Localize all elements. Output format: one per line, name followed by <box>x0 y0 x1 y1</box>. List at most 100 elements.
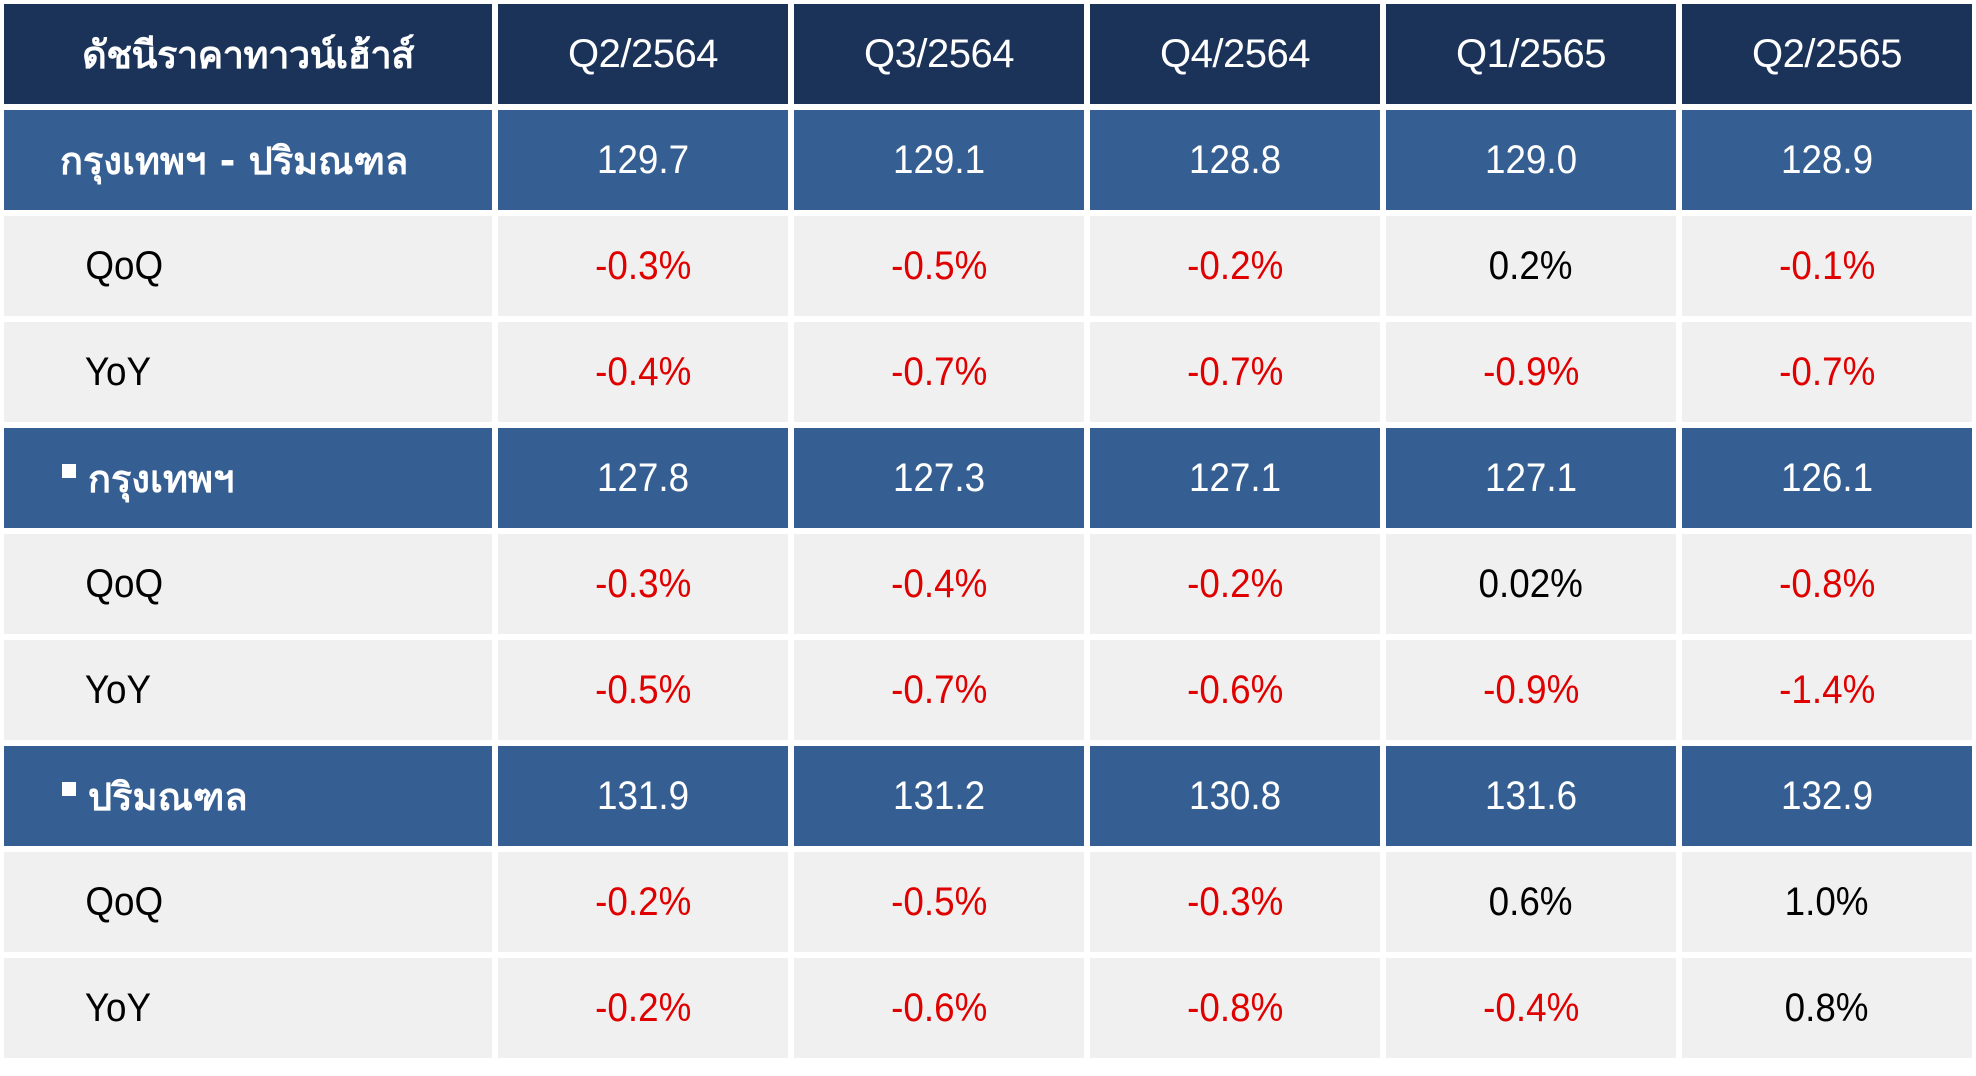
qoq-row: QoQ -0.3% -0.4% -0.2% 0.02% -0.8% <box>4 534 1972 634</box>
yoy-value-cell: -0.5% <box>498 640 788 740</box>
index-value: 129.1 <box>892 137 986 182</box>
index-value-cell: 129.7 <box>498 110 788 210</box>
yoy-value-cell: -0.7% <box>794 322 1084 422</box>
yoy-value-cell: -1.4% <box>1682 640 1972 740</box>
header-period: Q3/2564 <box>794 4 1084 104</box>
qoq-value: 1.0% <box>1785 879 1869 924</box>
header-period: Q1/2565 <box>1386 4 1676 104</box>
header-row: ดัชนีราคาทาวน์เฮ้าส์ Q2/2564 Q3/2564 Q4/… <box>4 4 1972 104</box>
qoq-value-cell: 0.6% <box>1386 852 1676 952</box>
group-row: ปริมณฑล 131.9 131.2 130.8 131.6 132.9 <box>4 746 1972 846</box>
qoq-value-cell: -0.4% <box>794 534 1084 634</box>
yoy-value-cell: -0.4% <box>498 322 788 422</box>
index-value: 129.0 <box>1484 137 1578 182</box>
yoy-value: -0.5% <box>594 667 692 712</box>
index-value-cell: 126.1 <box>1682 428 1972 528</box>
yoy-value-cell: -0.9% <box>1386 322 1676 422</box>
group-row: กรุงเทพฯ - ปริมณฑล 129.7 129.1 128.8 129.0 12… <box>4 110 1972 210</box>
yoy-value: 0.8% <box>1785 985 1869 1030</box>
qoq-value-cell: -0.2% <box>1090 216 1380 316</box>
qoq-value: 0.2% <box>1489 243 1573 288</box>
qoq-value: -0.1% <box>1778 243 1876 288</box>
yoy-value: -0.8% <box>1186 985 1284 1030</box>
qoq-value-cell: -0.3% <box>1090 852 1380 952</box>
index-value: 127.1 <box>1484 455 1578 500</box>
yoy-value-cell: -0.8% <box>1090 958 1380 1058</box>
yoy-value-cell: -0.7% <box>1090 322 1380 422</box>
index-value: 128.9 <box>1780 137 1874 182</box>
metric-label: QoQ <box>4 852 492 952</box>
yoy-value: -0.4% <box>594 349 692 394</box>
qoq-value: -0.2% <box>594 879 692 924</box>
group-label-text: กรุงเทพฯ <box>88 456 235 501</box>
qoq-row: QoQ -0.2% -0.5% -0.3% 0.6% 1.0% <box>4 852 1972 952</box>
yoy-value: -1.4% <box>1778 667 1876 712</box>
header-label: ดัชนีราคาทาวน์เฮ้าส์ <box>4 4 492 104</box>
qoq-value: -0.8% <box>1778 561 1876 606</box>
header-period: Q2/2564 <box>498 4 788 104</box>
index-value-cell: 131.2 <box>794 746 1084 846</box>
group-label: ปริมณฑล <box>4 746 492 846</box>
qoq-value: -0.5% <box>890 879 988 924</box>
qoq-value: 0.6% <box>1489 879 1573 924</box>
qoq-value-cell: -0.2% <box>1090 534 1380 634</box>
metric-label: YoY <box>4 322 492 422</box>
index-value-cell: 131.9 <box>498 746 788 846</box>
table-body: กรุงเทพฯ - ปริมณฑล 129.7 129.1 128.8 129.0 12… <box>4 110 1972 1058</box>
yoy-value-cell: -0.6% <box>1090 640 1380 740</box>
qoq-value: 0.02% <box>1478 561 1584 606</box>
yoy-value: -0.6% <box>890 985 988 1030</box>
index-value: 131.9 <box>596 773 690 818</box>
qoq-value: -0.3% <box>1186 879 1284 924</box>
metric-label: YoY <box>4 640 492 740</box>
yoy-value: -0.2% <box>594 985 692 1030</box>
index-value: 130.8 <box>1188 773 1282 818</box>
group-label-text: ปริมณฑล <box>88 774 248 819</box>
metric-label: QoQ <box>4 534 492 634</box>
qoq-value-cell: -0.2% <box>498 852 788 952</box>
header-period: Q4/2564 <box>1090 4 1380 104</box>
bullet-icon <box>62 464 76 478</box>
bullet-icon <box>62 782 76 796</box>
index-value: 126.1 <box>1780 455 1874 500</box>
index-value-cell: 128.9 <box>1682 110 1972 210</box>
qoq-value-cell: 1.0% <box>1682 852 1972 952</box>
index-value-cell: 131.6 <box>1386 746 1676 846</box>
qoq-value-cell: -0.3% <box>498 216 788 316</box>
yoy-row: YoY -0.2% -0.6% -0.8% -0.4% 0.8% <box>4 958 1972 1058</box>
header-period: Q2/2565 <box>1682 4 1972 104</box>
index-value: 128.8 <box>1188 137 1282 182</box>
yoy-value: -0.7% <box>1778 349 1876 394</box>
yoy-value: -0.6% <box>1186 667 1284 712</box>
metric-label-text: QoQ <box>85 879 164 924</box>
qoq-value-cell: -0.5% <box>794 216 1084 316</box>
qoq-value: -0.3% <box>594 243 692 288</box>
yoy-value: -0.7% <box>890 349 988 394</box>
yoy-value-cell: -0.9% <box>1386 640 1676 740</box>
yoy-value: -0.4% <box>1482 985 1580 1030</box>
yoy-value: -0.7% <box>890 667 988 712</box>
index-value-cell: 127.1 <box>1090 428 1380 528</box>
qoq-value-cell: 0.2% <box>1386 216 1676 316</box>
index-value-cell: 129.0 <box>1386 110 1676 210</box>
index-value: 127.1 <box>1188 455 1282 500</box>
yoy-value-cell: -0.7% <box>794 640 1084 740</box>
index-value: 132.9 <box>1780 773 1874 818</box>
index-value-cell: 128.8 <box>1090 110 1380 210</box>
yoy-value-cell: 0.8% <box>1682 958 1972 1058</box>
qoq-row: QoQ -0.3% -0.5% -0.2% 0.2% -0.1% <box>4 216 1972 316</box>
index-value-cell: 132.9 <box>1682 746 1972 846</box>
index-value-cell: 130.8 <box>1090 746 1380 846</box>
yoy-value-cell: -0.6% <box>794 958 1084 1058</box>
index-value: 131.6 <box>1484 773 1578 818</box>
qoq-value: -0.5% <box>890 243 988 288</box>
metric-label: YoY <box>4 958 492 1058</box>
metric-label-text: QoQ <box>85 243 164 288</box>
index-value-cell: 127.1 <box>1386 428 1676 528</box>
qoq-value: -0.3% <box>594 561 692 606</box>
index-value-cell: 127.8 <box>498 428 788 528</box>
yoy-value: -0.9% <box>1482 667 1580 712</box>
yoy-value-cell: -0.4% <box>1386 958 1676 1058</box>
